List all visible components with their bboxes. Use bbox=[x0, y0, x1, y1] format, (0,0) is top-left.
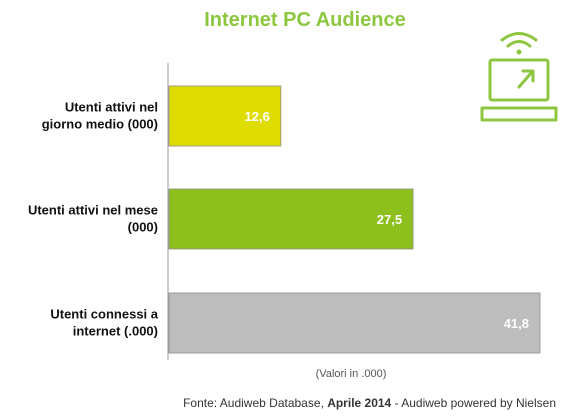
bar-2 bbox=[168, 188, 414, 250]
source-prefix: Fonte: Audiweb Database, bbox=[183, 396, 327, 410]
laptop-wifi-icon bbox=[480, 32, 558, 122]
category-label-2: Utenti attivi nel mese (000) bbox=[28, 203, 158, 235]
bar-1 bbox=[168, 85, 282, 147]
source-period: Aprile 2014 bbox=[327, 396, 391, 410]
bar-value-label-1: 12,6 bbox=[245, 109, 270, 124]
bar-value-label-3: 41,8 bbox=[504, 316, 529, 331]
bar-3 bbox=[168, 292, 541, 354]
chart-title: Internet PC Audience bbox=[204, 9, 406, 31]
category-label-1: Utenti attivi nel giorno medio (000) bbox=[42, 100, 158, 132]
category-label-3: Utenti connessi a internet (.000) bbox=[50, 307, 158, 339]
bar-value-label-2: 27,5 bbox=[377, 212, 402, 227]
unit-note: (Valori in .000) bbox=[316, 368, 387, 380]
source-text: Fonte: Audiweb Database, Aprile 2014 - A… bbox=[183, 396, 556, 410]
source-suffix: - Audiweb powered by Nielsen bbox=[391, 396, 556, 410]
